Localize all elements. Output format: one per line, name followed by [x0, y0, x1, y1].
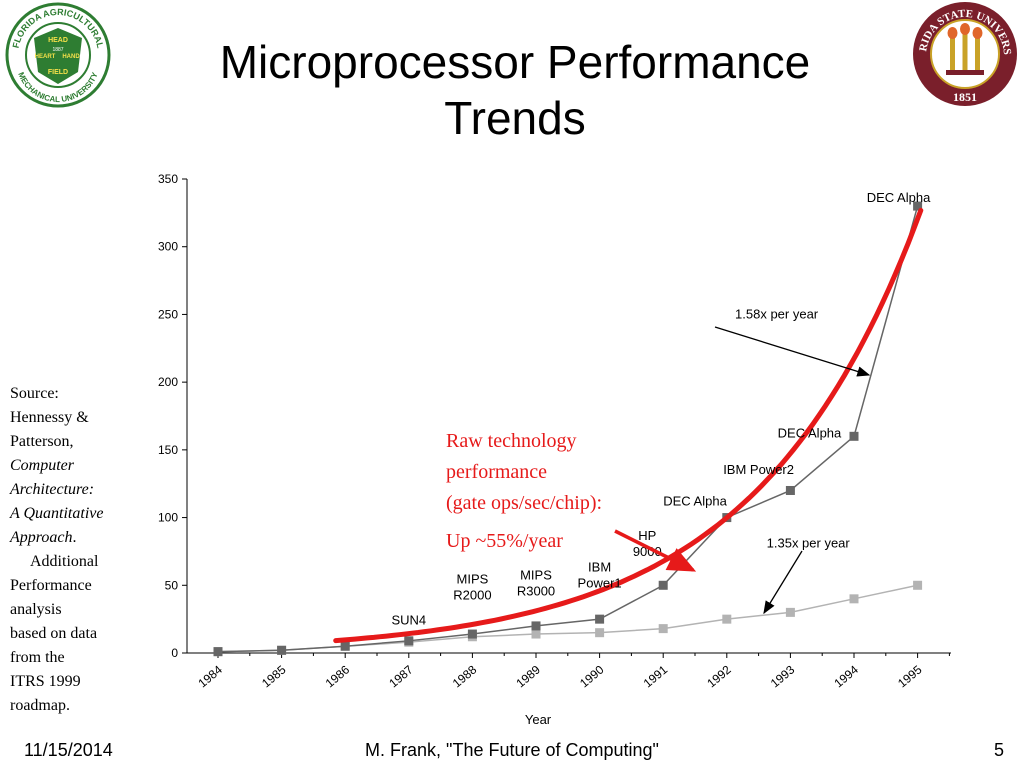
growth-label-1-58x: 1.58x per year — [735, 306, 819, 321]
page-number: 5 — [994, 740, 1005, 760]
x-tick-label: 1987 — [386, 662, 416, 690]
source-line: Performance — [10, 577, 92, 594]
data-point-processor — [913, 201, 923, 211]
point-label: DEC Alpha — [663, 493, 727, 508]
data-point-processor — [340, 641, 350, 651]
x-tick-label: 1991 — [641, 662, 671, 690]
source-book-title: Computer — [10, 457, 74, 474]
source-line: Hennessy & — [10, 409, 89, 426]
famu-seal-heart: HEART — [35, 54, 56, 60]
data-point-processor — [849, 431, 859, 441]
famu-seal-head: HEAD — [48, 37, 68, 44]
y-tick-label: 350 — [158, 172, 178, 186]
x-axis-title: Year — [525, 712, 552, 727]
source-line: Source: — [10, 385, 59, 402]
source-book-title: Architecture: — [10, 481, 95, 498]
trend-arrow — [614, 529, 697, 572]
source-book-title: Approach — [10, 529, 73, 546]
y-tick-label: 100 — [158, 511, 178, 525]
source-line: Patterson, — [10, 433, 74, 450]
data-point-technology — [531, 629, 541, 639]
x-tick-label: 1994 — [831, 662, 861, 690]
growth-label-1-35x: 1.35x per year — [767, 536, 851, 551]
y-tick-label: 0 — [171, 646, 178, 660]
data-point-technology — [913, 580, 923, 590]
source-book-title: A Quantitative — [10, 505, 104, 522]
data-point-processor — [531, 621, 541, 631]
growth-arrow-1-35x — [763, 550, 803, 615]
point-label: IBM — [588, 559, 611, 574]
trend-label-line2: performance — [446, 461, 547, 483]
x-tick-label: 1986 — [323, 662, 353, 690]
data-point-technology — [722, 614, 732, 624]
point-label: IBM Power2 — [723, 462, 794, 477]
point-label: MIPS — [520, 567, 552, 582]
point-label: DEC Alpha — [778, 426, 842, 441]
data-point-processor — [785, 485, 795, 495]
source-line: ITRS 1999 — [10, 673, 81, 690]
source-line: from the — [10, 649, 65, 666]
y-tick-label: 300 — [158, 240, 178, 254]
x-tick-label: 1989 — [513, 662, 543, 690]
y-tick-label: 50 — [165, 578, 179, 592]
point-label: MIPS — [457, 571, 489, 586]
trend-label-line1: Raw technology — [446, 430, 577, 452]
famu-seal-logo: FLORIDA AGRICULTURAL MECHANICAL UNIVERSI… — [5, 2, 111, 108]
data-point-processor — [595, 614, 605, 624]
y-tick-label: 150 — [158, 443, 178, 457]
data-point-technology — [658, 624, 668, 634]
point-label: DEC Alpha — [867, 190, 931, 205]
slide-title: Microprocessor Performance Trends — [130, 34, 900, 146]
point-label: R3000 — [517, 583, 555, 598]
point-label: HP — [638, 528, 656, 543]
source-line: analysis — [10, 601, 62, 618]
x-tick-label: 1985 — [259, 662, 289, 690]
point-label: R2000 — [453, 587, 491, 602]
x-tick-label: 1988 — [450, 662, 480, 690]
famu-seal-hand: HAND — [62, 54, 80, 60]
data-point-processor — [213, 647, 223, 657]
trend-label-line3: (gate ops/sec/chip): — [446, 492, 602, 514]
slide-title-line2: Trends — [444, 92, 586, 144]
series-line-technology — [217, 584, 918, 653]
y-tick-label: 250 — [158, 307, 178, 321]
footer-author: M. Frank, "The Future of Computing" — [365, 740, 659, 760]
x-tick-label: 1993 — [768, 662, 798, 690]
source-note: Source: Hennessy & Patterson, Computer A… — [10, 382, 135, 718]
x-tick-label: 1995 — [895, 662, 925, 690]
fsu-seal-year: 1851 — [953, 90, 977, 104]
slide-title-line1: Microprocessor Performance — [219, 36, 811, 88]
series-line-processor — [217, 205, 919, 653]
x-tick-label: 1990 — [577, 662, 607, 690]
footer-date: 11/15/2014 — [24, 740, 113, 760]
source-line: roadmap. — [10, 697, 70, 714]
point-label: Power1 — [578, 575, 622, 590]
data-point-processor — [277, 645, 287, 655]
data-point-processor — [658, 580, 668, 590]
point-label: 9000 — [633, 544, 662, 559]
data-point-processor — [467, 629, 477, 639]
data-point-technology — [595, 628, 605, 638]
fsu-seal-logo: FLORIDA STATE UNIVERSITY 1851 — [912, 0, 1017, 106]
growth-arrow-1-58x — [714, 326, 871, 377]
data-point-technology — [849, 594, 859, 604]
point-label: SUN4 — [391, 613, 426, 628]
source-period: . — [72, 529, 77, 546]
famu-seal-year: 1887 — [52, 47, 63, 53]
trend-label-rate: Up ~55%/year — [446, 530, 563, 552]
data-point-processor — [404, 636, 414, 646]
source-line: based on data — [10, 625, 98, 642]
trend-curve — [333, 207, 924, 644]
data-point-technology — [785, 607, 795, 617]
x-tick-label: 1992 — [704, 662, 734, 690]
y-tick-label: 200 — [158, 375, 178, 389]
x-tick-label: 1984 — [195, 662, 225, 690]
source-line: Additional — [30, 553, 99, 570]
famu-seal-field: FIELD — [48, 69, 68, 76]
